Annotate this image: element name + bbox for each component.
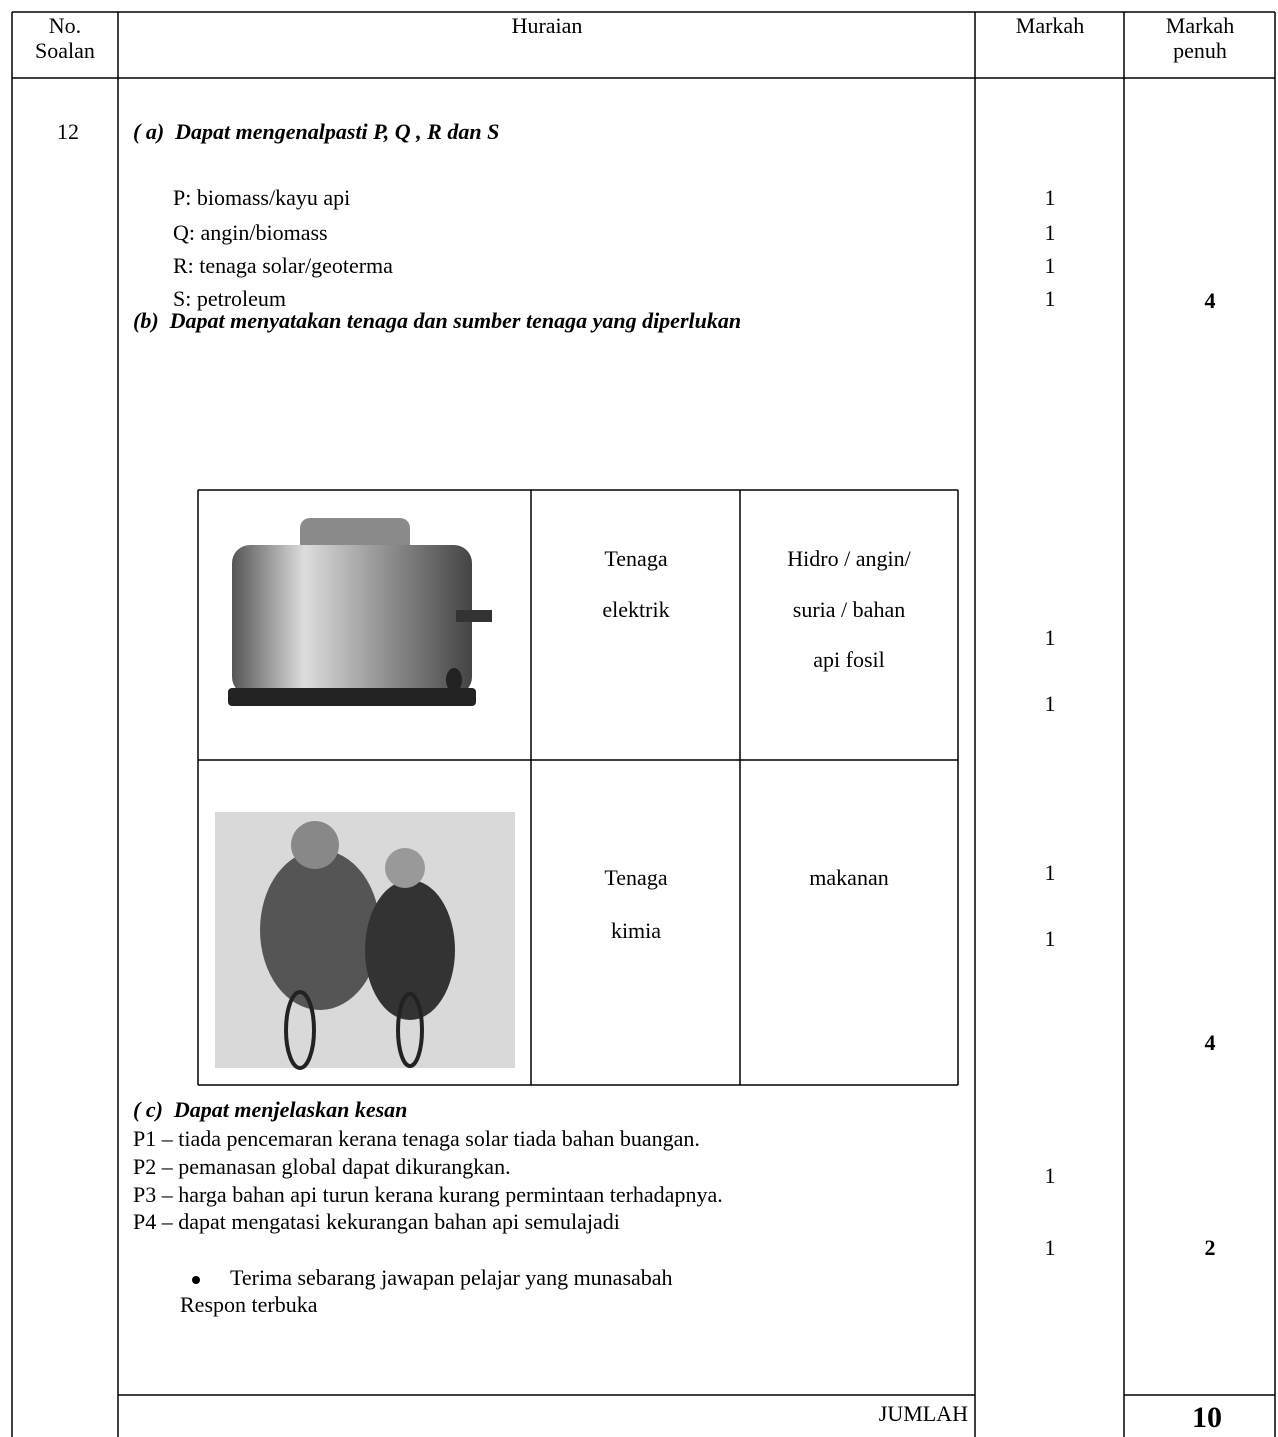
source: makanan — [809, 865, 888, 890]
energy: kimia — [611, 918, 661, 943]
source: suria / bahan — [793, 597, 905, 622]
point: P3 – harga bahan api turun kerana kurang… — [133, 1182, 723, 1207]
answer: R: tenaga solar/geoterma — [173, 253, 393, 278]
header-cell: No. — [49, 13, 81, 38]
mark: 1 — [1045, 220, 1056, 245]
header-cell: Huraian — [512, 13, 583, 38]
energy: Tenaga — [604, 865, 667, 890]
point: P4 – dapat mengatasi kekurangan bahan ap… — [133, 1209, 620, 1234]
part-heading: ( c) Dapat menjelaskan kesan — [133, 1097, 407, 1122]
header-cell: penuh — [1173, 38, 1227, 63]
full-mark: 4 — [1205, 288, 1216, 313]
source: Hidro / angin/ — [787, 546, 911, 571]
note: Terima sebarang jawapan pelajar yang mun… — [230, 1265, 673, 1290]
mark: 1 — [1045, 926, 1056, 951]
total-label: JUMLAH — [879, 1401, 968, 1426]
part-heading: (b) Dapat menyatakan tenaga dan sumber t… — [133, 308, 741, 333]
inner-table-lines — [197, 489, 959, 1086]
energy: elektrik — [602, 597, 669, 622]
part-heading: ( a) Dapat mengenalpasti P, Q , R dan S — [133, 119, 499, 144]
cyclists-image — [215, 812, 515, 1070]
header-cell: Markah — [1166, 13, 1234, 38]
question-number: 12 — [57, 119, 79, 144]
mark: 1 — [1045, 1235, 1056, 1260]
mark: 1 — [1045, 286, 1056, 311]
mark: 1 — [1045, 625, 1056, 650]
mark: 1 — [1045, 691, 1056, 716]
point: P2 – pemanasan global dapat dikurangkan. — [133, 1154, 511, 1179]
mark: 1 — [1045, 1163, 1056, 1188]
full-mark: 4 — [1205, 1030, 1216, 1055]
answer: Q: angin/biomass — [173, 220, 328, 245]
header-cell: Markah — [1016, 13, 1084, 38]
answer: S: petroleum — [173, 286, 286, 311]
mark: 1 — [1045, 860, 1056, 885]
header-cell: Soalan — [35, 38, 95, 63]
source: api fosil — [813, 647, 885, 672]
energy: Tenaga — [604, 546, 667, 571]
answer: P: biomass/kayu api — [173, 185, 350, 210]
mark: 1 — [1045, 185, 1056, 210]
note: Respon terbuka — [180, 1292, 318, 1317]
table-lines — [11, 11, 1276, 1437]
total-value: 10 — [1192, 1401, 1222, 1434]
toaster-image — [228, 518, 492, 706]
point: P1 – tiada pencemaran kerana tenaga sola… — [133, 1126, 700, 1151]
bullet — [192, 1276, 200, 1284]
mark: 1 — [1045, 253, 1056, 278]
full-mark: 2 — [1205, 1235, 1216, 1260]
